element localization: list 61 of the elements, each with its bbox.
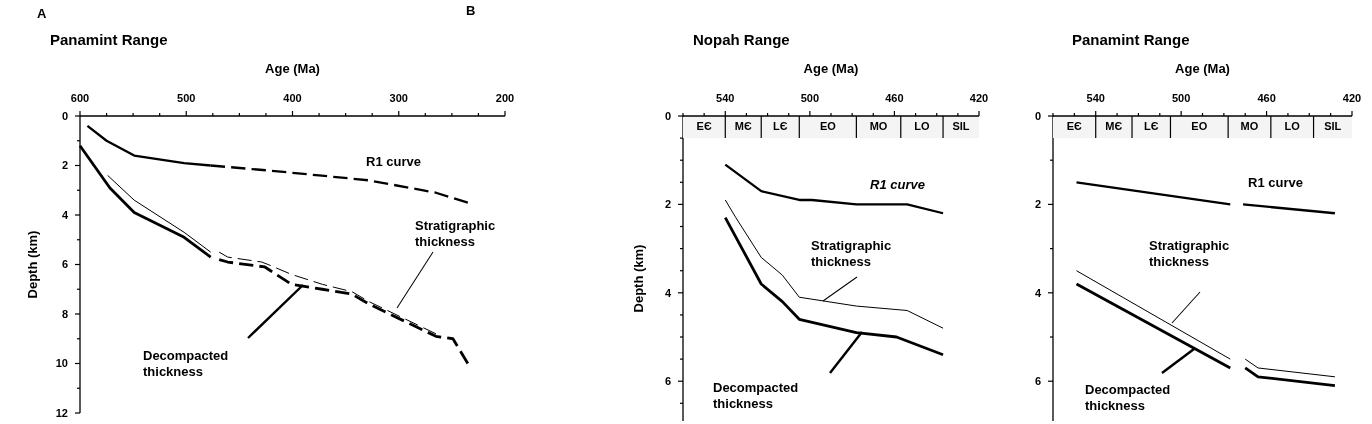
annotation: Stratigraphic thickness [1149, 237, 1230, 269]
y-tick-label: 8 [61, 307, 68, 320]
x-tick-label: 500 [800, 92, 820, 104]
y-tick-label: 10 [55, 357, 68, 370]
y-tick-label: 4 [664, 286, 672, 299]
y-tick-label: 2 [61, 159, 68, 172]
y-tick-label: 0 [1034, 109, 1041, 122]
band-label: EO [819, 120, 837, 132]
annotation: Decompacted thickness [713, 379, 799, 411]
x-axis-title: Age (Ma) [265, 61, 320, 76]
x-axis-title: Age (Ma) [803, 61, 859, 76]
x-tick-label: 600 [70, 92, 90, 104]
x-tick-label: 460 [885, 92, 904, 104]
y-tick-label: 4 [1034, 286, 1042, 299]
band-label: EЄ [696, 120, 712, 132]
band-label: MЄ [1105, 120, 1123, 132]
band-label: LO [914, 120, 930, 132]
band-label: EЄ [1066, 120, 1083, 132]
annotation: R1 curve [366, 153, 421, 169]
x-tick-label: 460 [1257, 92, 1276, 104]
band-label: LO [1284, 120, 1301, 132]
text: A [37, 6, 47, 21]
y-tick-label: 6 [664, 375, 671, 388]
annotation: Stratigraphic thickness [415, 217, 496, 249]
chart-title: Panamint Range [50, 31, 168, 48]
y-tick-label: 2 [664, 198, 671, 211]
x-tick-label: 500 [1171, 92, 1191, 104]
y-tick-label: 0 [664, 109, 671, 122]
x-tick-label: 420 [969, 92, 989, 104]
y-tick-label: 2 [1034, 198, 1041, 211]
chart-title: Panamint Range [1072, 31, 1190, 48]
x-tick-label: 400 [283, 92, 302, 104]
band-label: MO [869, 120, 888, 132]
chart-title: Nopah Range [693, 31, 790, 48]
y-tick-label: 12 [55, 406, 68, 419]
band-label: LЄ [772, 120, 788, 132]
x-tick-label: 500 [177, 92, 196, 104]
x-tick-label: 540 [1086, 92, 1105, 104]
y-tick-label: 6 [61, 258, 68, 271]
y-tick-label: 4 [61, 208, 69, 221]
y-tick-label: 6 [1034, 375, 1041, 388]
y-tick-label: 0 [61, 109, 68, 122]
band-label: LЄ [1143, 120, 1159, 132]
x-axis-title: Age (Ma) [1175, 61, 1230, 76]
y-axis-title: Depth (km) [631, 244, 646, 313]
annotation: Stratigraphic thickness [811, 237, 892, 269]
annotation: Decompacted thickness [1085, 381, 1171, 413]
x-tick-label: 420 [1342, 92, 1362, 104]
x-tick-label: 200 [495, 92, 515, 104]
band-label: SIL [952, 120, 970, 132]
band-label: MЄ [734, 120, 752, 132]
band-label: SIL [1324, 120, 1342, 132]
band-label: MO [1240, 120, 1259, 132]
x-tick-label: 540 [716, 92, 735, 104]
y-axis-title: Depth (km) [25, 230, 40, 299]
annotation: Decompacted thickness [143, 347, 229, 379]
x-tick-label: 300 [389, 92, 408, 104]
annotation: R1 curve [870, 176, 925, 192]
band-label: EO [1191, 120, 1208, 132]
text: B [466, 3, 476, 18]
annotation: R1 curve [1248, 174, 1303, 190]
